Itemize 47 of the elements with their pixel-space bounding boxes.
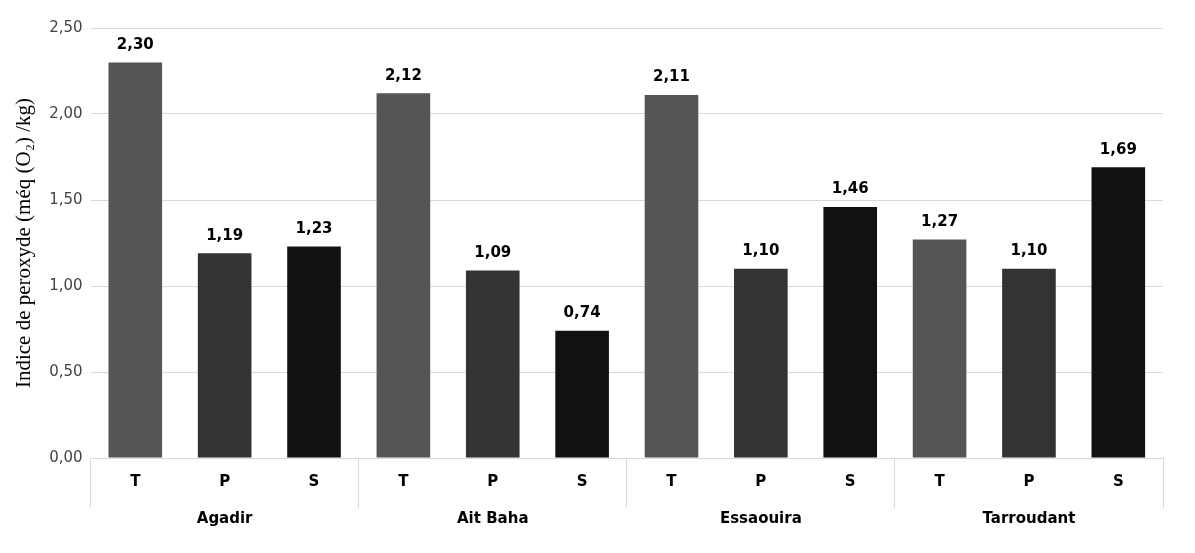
bar [1002,268,1056,458]
y-axis-title: Indice de peroxyde (méq (O₂) /kg) [11,97,36,389]
bar [912,239,967,458]
y-tick-label: 0,00 [49,447,83,466]
data-label: 1,10 [1010,241,1048,260]
series-label: T [130,471,142,490]
data-label: 1,09 [474,242,512,261]
bar [734,268,788,458]
x-tick-label: Ait Baha [457,508,529,527]
series-label: P [219,471,231,490]
y-tick-label: 2,00 [49,103,83,122]
data-label: 2,30 [116,34,154,53]
y-tick-label: 0,50 [49,361,83,380]
data-label: 0,74 [563,303,601,322]
bar [287,246,341,458]
data-label: 1,19 [206,225,244,244]
text: P [755,471,767,490]
bar [465,270,520,458]
data-label: 2,11 [652,67,690,86]
text: S [844,471,856,490]
bar [823,206,878,458]
data-label: 1,23 [295,218,333,237]
bar [555,330,609,458]
series-label: S [308,471,320,490]
data-label: 1,69 [1099,139,1137,158]
data-label: 1,27 [921,211,959,230]
bar [644,95,699,458]
y-tick-label: 2,50 [49,17,83,36]
x-tick-label: Essaouira [719,508,802,527]
bar [376,93,431,458]
bar [1091,167,1146,458]
y-tick-label: 1,00 [49,275,83,294]
data-label: 1,46 [831,179,869,198]
text: P [1023,471,1035,490]
text: T [398,471,409,490]
y-tick-label: 1,50 [49,189,83,208]
data-label: 1,10 [742,241,780,260]
x-tick-label: Agadir [196,508,254,527]
x-tick-label: Tarroudant [982,508,1076,527]
text: S [576,471,588,490]
text: T [666,471,677,490]
text: P [487,471,499,490]
text: S [1112,471,1124,490]
bar [197,253,252,458]
data-label: 2,12 [384,65,422,84]
text: T [934,471,945,490]
bar [108,62,163,458]
